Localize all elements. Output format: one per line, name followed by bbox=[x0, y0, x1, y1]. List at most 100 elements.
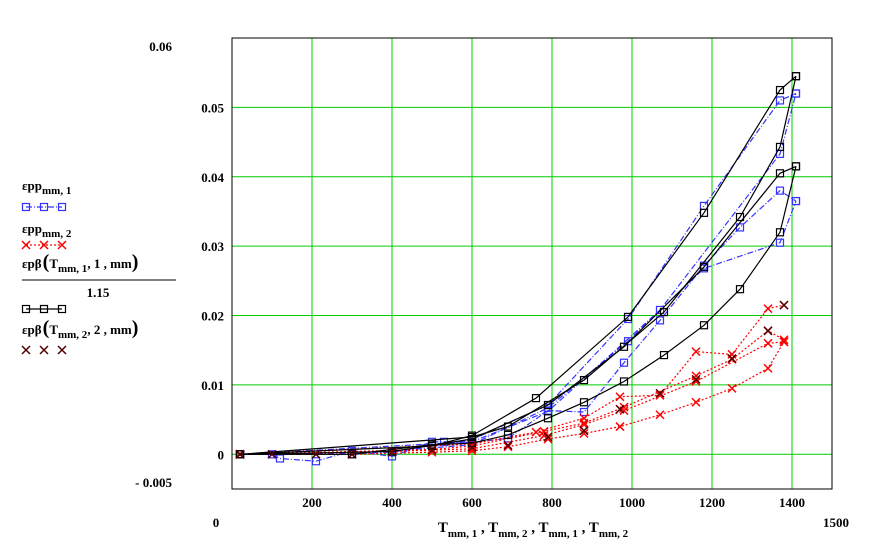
legend-swatch-s3 bbox=[21, 304, 67, 314]
data-point bbox=[775, 169, 785, 178]
data-point bbox=[21, 240, 31, 250]
data-point bbox=[791, 162, 801, 171]
data-point bbox=[735, 285, 745, 294]
data-point bbox=[623, 312, 633, 322]
legend-entry-s3: εpβ(Tmm, 1, 1 , mm) 1.15 bbox=[21, 251, 176, 314]
x-min-label: 0 bbox=[213, 515, 220, 530]
data-point bbox=[763, 363, 773, 373]
data-point bbox=[311, 457, 321, 466]
data-point bbox=[347, 449, 357, 459]
data-point bbox=[57, 345, 67, 355]
grid-layer bbox=[232, 38, 832, 489]
series-line bbox=[239, 76, 797, 455]
y-min-label: - 0.005 bbox=[135, 475, 172, 490]
tick-layer: 200 400 600 800 1000 1200 1400 0 0.01 0.02 0.03 0.0… bbox=[201, 100, 805, 510]
data-point bbox=[615, 392, 625, 402]
data-point bbox=[619, 342, 629, 351]
data-point bbox=[775, 228, 785, 237]
data-point bbox=[579, 428, 589, 439]
data-point bbox=[21, 345, 31, 355]
legend-entry-s1: εppmm, 1 bbox=[21, 178, 71, 212]
data-point bbox=[659, 307, 669, 317]
data-point bbox=[387, 447, 397, 456]
data-point bbox=[691, 371, 701, 381]
x-tick-label: 200 bbox=[302, 495, 322, 510]
series-line bbox=[239, 165, 797, 455]
data-point bbox=[57, 202, 67, 212]
data-point bbox=[235, 449, 245, 459]
data-point bbox=[503, 440, 513, 450]
legend-label-s1: εppmm, 1 bbox=[22, 178, 71, 197]
x-axis-label: Tmm, 1 , Tmm, 2 , Tmm, 1 , Tmm, 2 bbox=[438, 520, 629, 540]
data-point bbox=[503, 442, 513, 452]
y-tick-label: 0.04 bbox=[201, 170, 224, 185]
data-point bbox=[503, 430, 513, 439]
legend-denominator: 1.15 bbox=[87, 285, 110, 300]
data-point bbox=[531, 427, 541, 437]
legend-swatch-s1 bbox=[21, 202, 67, 212]
data-point bbox=[57, 304, 67, 314]
data-point bbox=[543, 414, 553, 423]
data-point bbox=[39, 240, 49, 250]
data-point bbox=[39, 202, 49, 212]
data-point bbox=[467, 442, 477, 452]
data-point bbox=[655, 316, 665, 325]
legend-entry-s2: εppmm, 2 bbox=[21, 221, 72, 250]
data-point bbox=[503, 422, 513, 431]
x-tick-label: 1200 bbox=[699, 495, 725, 510]
legend-label-s4: εpβ(Tmm, 2, 2 , mm) bbox=[22, 317, 138, 341]
data-point bbox=[311, 449, 321, 459]
y-tick-label: 0.05 bbox=[201, 100, 224, 115]
series-layer bbox=[235, 72, 801, 466]
data-point bbox=[659, 350, 669, 360]
x-tick-label: 600 bbox=[462, 495, 482, 510]
y-tick-label: 0.03 bbox=[201, 239, 224, 254]
data-point bbox=[763, 326, 773, 336]
data-point bbox=[543, 400, 553, 410]
data-point bbox=[39, 304, 49, 314]
data-point bbox=[21, 304, 31, 314]
series-line bbox=[239, 341, 785, 455]
data-point bbox=[775, 96, 785, 105]
data-point bbox=[619, 358, 629, 367]
series-line bbox=[240, 189, 797, 462]
series-line bbox=[239, 330, 785, 455]
data-point bbox=[779, 337, 789, 347]
legend-entry-s4: εpβ(Tmm, 2, 2 , mm) bbox=[21, 317, 138, 355]
data-point bbox=[727, 354, 737, 364]
data-point bbox=[791, 72, 801, 81]
data-point bbox=[235, 450, 245, 459]
data-point bbox=[779, 300, 789, 310]
data-point bbox=[727, 383, 737, 393]
data-point bbox=[579, 426, 589, 436]
data-point bbox=[21, 202, 31, 212]
legend-swatch-s2 bbox=[21, 240, 67, 250]
data-point bbox=[387, 447, 397, 457]
data-point bbox=[691, 347, 701, 357]
data-point bbox=[427, 445, 437, 455]
x-max-label: 1500 bbox=[823, 515, 849, 530]
data-point bbox=[275, 454, 285, 463]
data-point bbox=[763, 304, 773, 314]
x-tick-label: 800 bbox=[542, 495, 562, 510]
data-point bbox=[699, 262, 709, 272]
x-tick-label: 1400 bbox=[779, 495, 805, 510]
y-tick-label: 0.01 bbox=[201, 378, 224, 393]
data-point bbox=[699, 321, 709, 330]
data-point bbox=[57, 240, 67, 250]
x-tick-label: 400 bbox=[382, 495, 402, 510]
data-point bbox=[579, 413, 589, 423]
legend: εppmm, 1 εppmm, 2 εpβ(Tmm, 1, 1 , mm) 1.… bbox=[21, 178, 176, 355]
data-point bbox=[579, 407, 589, 417]
data-point bbox=[735, 212, 745, 222]
data-point bbox=[615, 404, 625, 414]
data-point bbox=[699, 208, 709, 217]
data-point bbox=[655, 410, 665, 420]
data-point bbox=[779, 335, 789, 345]
data-point bbox=[655, 390, 665, 400]
series-line bbox=[239, 75, 797, 455]
series-line bbox=[240, 166, 797, 455]
data-point bbox=[531, 394, 541, 403]
series-line bbox=[239, 93, 797, 455]
